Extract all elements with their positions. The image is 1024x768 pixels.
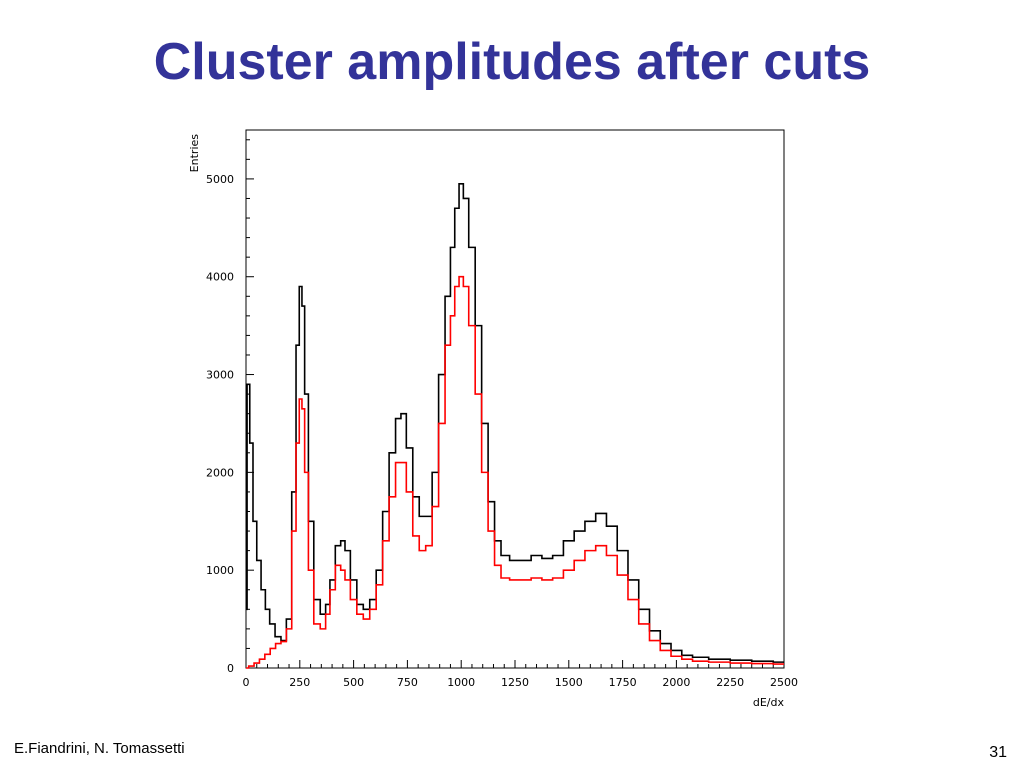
y-tick-label: 5000	[206, 173, 234, 186]
x-tick-label: 2250	[716, 676, 744, 689]
y-axis-label: Entries	[188, 134, 201, 173]
x-tick-label: 1500	[555, 676, 583, 689]
x-axis-label: dE/dx	[753, 696, 785, 709]
series-layer	[246, 183, 784, 669]
y-tick-label: 4000	[206, 271, 234, 284]
y-tick-label: 3000	[206, 369, 234, 382]
y-tick-label: 2000	[206, 466, 234, 479]
x-tick-label: 0	[243, 676, 250, 689]
x-tick-label: 1250	[501, 676, 529, 689]
x-tick-label: 1750	[609, 676, 637, 689]
x-tick-label: 2500	[770, 676, 798, 689]
x-tick-label: 500	[343, 676, 364, 689]
page-number: 31	[989, 744, 1007, 761]
histogram-chart: 0 1000 2000 3000 4000 5000 0 250 500 750 1000 1250…	[188, 129, 798, 709]
x-tick-label: 2000	[662, 676, 690, 689]
x-axis-ticks: 0 250 500 750 1000 1250 1500 1750 2000 2250 2500	[243, 660, 798, 689]
footer-authors: E.Fiandrini, N. Tomassetti	[14, 740, 185, 757]
slide-title: Cluster amplitudes after cuts	[153, 33, 871, 91]
histogram-series-2	[246, 275, 784, 669]
plot-frame	[245, 129, 785, 669]
y-tick-label: 1000	[206, 564, 234, 577]
x-tick-label: 250	[289, 676, 310, 689]
x-tick-label: 750	[397, 676, 418, 689]
y-tick-label: 0	[227, 662, 234, 675]
x-tick-label: 1000	[447, 676, 475, 689]
histogram-series-1	[246, 183, 784, 663]
